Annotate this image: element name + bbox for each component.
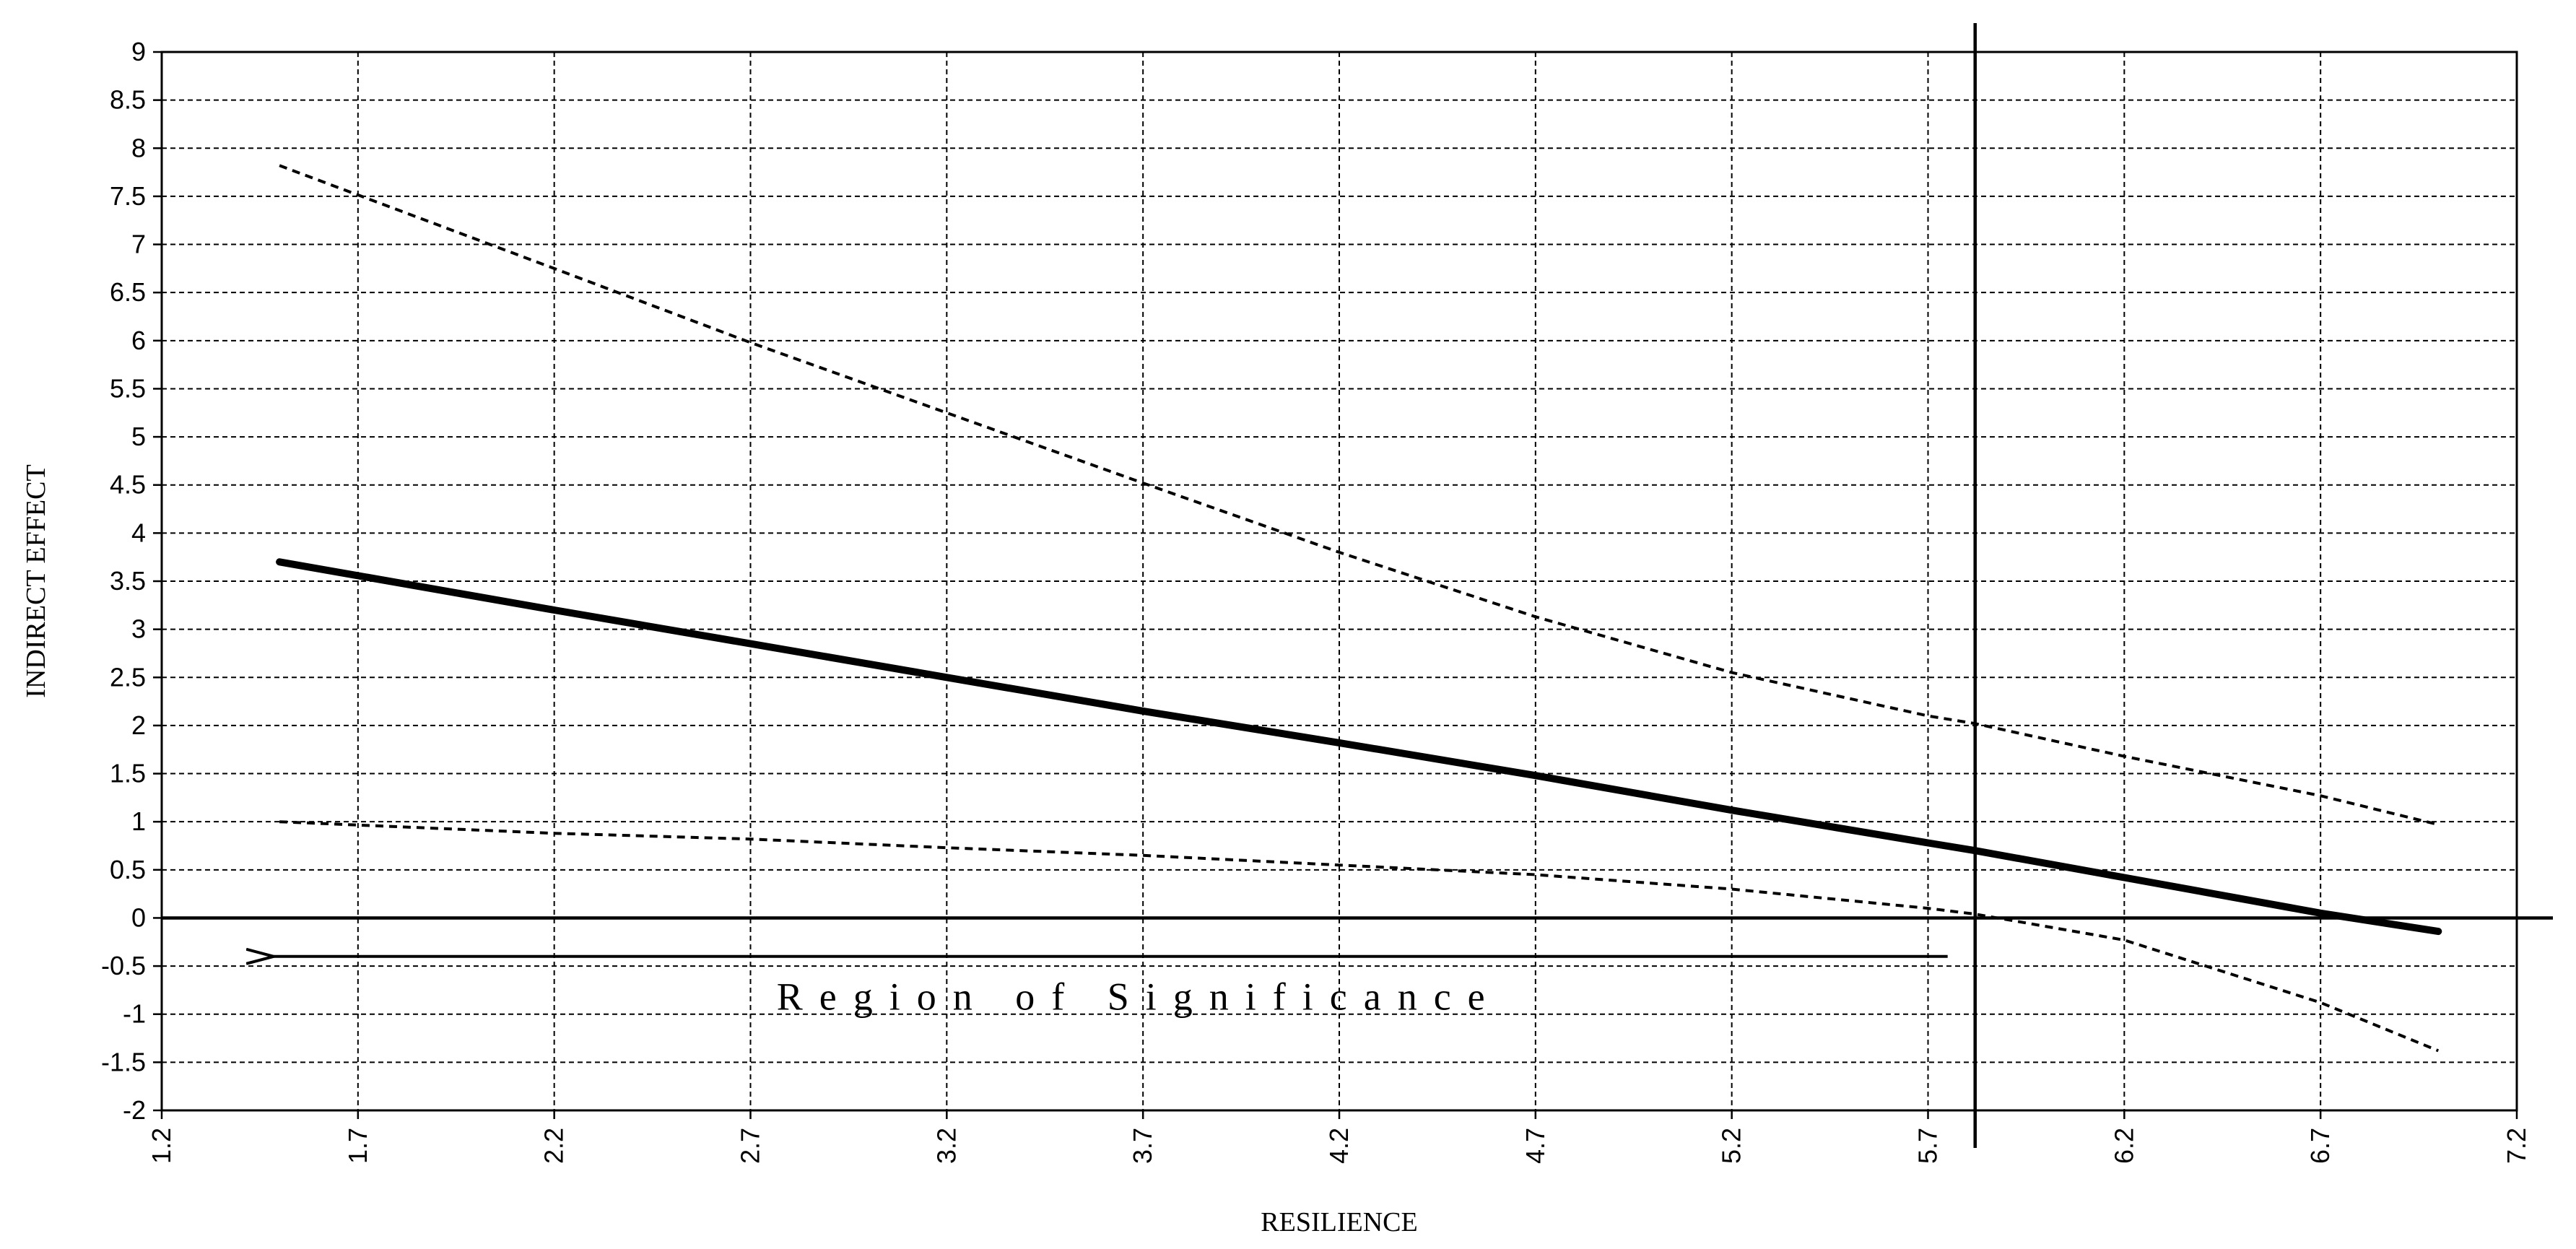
indirect-effect-line xyxy=(276,558,2442,936)
x-axis-title: RESILIENCE xyxy=(1261,1207,1417,1237)
y-tick-label: -0.5 xyxy=(101,951,146,980)
plot-frame xyxy=(160,51,2518,1112)
x-tick-label: 3.7 xyxy=(1128,1128,1157,1164)
tick-labels: -2 -1.5 -1 -0.5 0 0.5 1 1.5 2 2.5 3 3.5 4 4.5 5 5.5 6 6.5… xyxy=(101,37,2531,1164)
x-tick-label: 2.2 xyxy=(539,1128,569,1164)
y-axis-title: INDIRECT EFFECT xyxy=(21,464,51,697)
y-tick-label: 5 xyxy=(131,422,146,451)
annotation-group: Region of Significance xyxy=(274,957,1948,1019)
x-tick-label: 5.2 xyxy=(1717,1128,1746,1164)
x-tick-label: 3.2 xyxy=(931,1128,961,1164)
y-tick-label: 0.5 xyxy=(110,855,146,884)
x-tick-label: 5.7 xyxy=(1913,1128,1943,1164)
x-tick-label: 1.2 xyxy=(147,1128,176,1164)
lower-confidence-line xyxy=(279,820,2440,1053)
y-tick-label: 7.5 xyxy=(110,181,146,211)
reference-lines xyxy=(162,23,2553,1148)
y-tick-label: -1 xyxy=(123,999,146,1029)
y-tick-label: 2 xyxy=(131,710,146,740)
upper-confidence-line xyxy=(279,164,2439,827)
x-tick-label: 7.2 xyxy=(2502,1128,2531,1164)
y-tick-label: 6.5 xyxy=(110,277,146,307)
y-tick-label: 3.5 xyxy=(110,566,146,596)
region-label: Region of Significance xyxy=(777,975,1502,1019)
y-tick-label: 8 xyxy=(131,133,146,162)
y-tick-label: 9 xyxy=(131,37,146,66)
grid xyxy=(153,51,2518,1119)
x-tick-label: 4.2 xyxy=(1324,1128,1354,1164)
y-tick-label: 1.5 xyxy=(110,759,146,788)
y-tick-label: 0 xyxy=(131,902,146,932)
y-tick-label: 2.5 xyxy=(110,662,146,692)
y-tick-label: 4 xyxy=(131,518,146,547)
y-tick-label: 3 xyxy=(131,614,146,644)
y-tick-label: 7 xyxy=(131,230,146,259)
x-tick-label: 2.7 xyxy=(736,1128,765,1164)
y-tick-label: 5.5 xyxy=(110,373,146,403)
y-tick-label: 6 xyxy=(131,326,146,355)
x-tick-label: 4.7 xyxy=(1520,1128,1550,1164)
y-tick-label: 1 xyxy=(131,806,146,836)
x-tick-label: 1.7 xyxy=(343,1128,373,1164)
x-tick-label: 6.7 xyxy=(2305,1128,2335,1164)
y-tick-label: 4.5 xyxy=(110,470,146,500)
y-tick-label: -1.5 xyxy=(101,1047,146,1076)
x-tick-label: 6.2 xyxy=(2109,1128,2138,1164)
y-tick-label: -2 xyxy=(123,1095,146,1125)
series-group xyxy=(276,164,2442,1053)
y-tick-label: 8.5 xyxy=(110,85,146,115)
